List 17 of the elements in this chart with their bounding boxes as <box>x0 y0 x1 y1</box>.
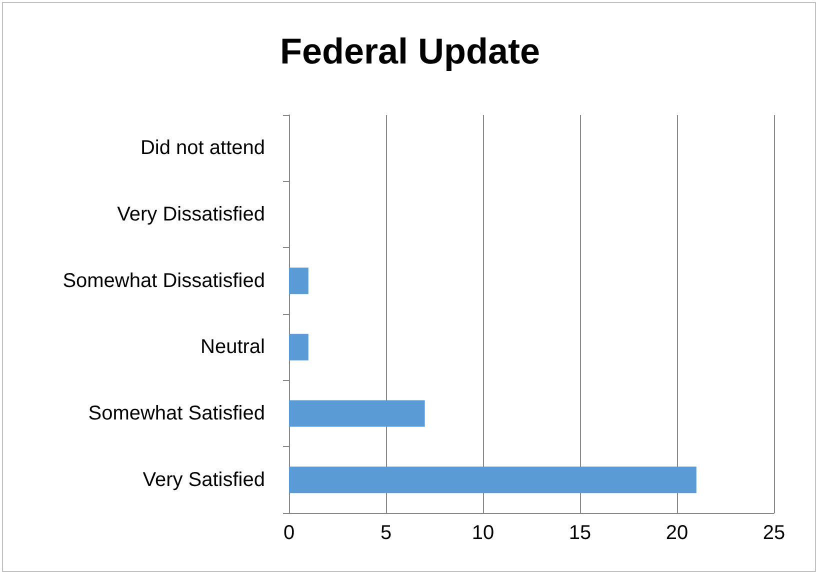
x-tick-label: 5 <box>380 522 392 544</box>
y-tick-label: Did not attend <box>140 137 265 160</box>
bar <box>289 400 425 427</box>
bar <box>289 466 696 494</box>
x-tick-label: 25 <box>762 522 786 544</box>
x-tick-label: 20 <box>666 522 688 544</box>
x-tick-label: 15 <box>568 522 592 544</box>
y-tick-label: Neutral <box>200 336 265 358</box>
chart-title: Federal Update <box>280 30 540 72</box>
y-tick-label: Very Satisfied <box>142 468 265 491</box>
y-tick-label: Somewhat Satisfied <box>88 402 265 424</box>
x-tick-label: 10 <box>472 522 494 544</box>
x-tick-label: 0 <box>283 522 295 544</box>
y-tick-label: Somewhat Dissatisfied <box>62 270 265 292</box>
bar <box>289 334 308 360</box>
y-tick-label: Very Dissatisfied <box>117 204 265 226</box>
bar <box>289 268 308 294</box>
